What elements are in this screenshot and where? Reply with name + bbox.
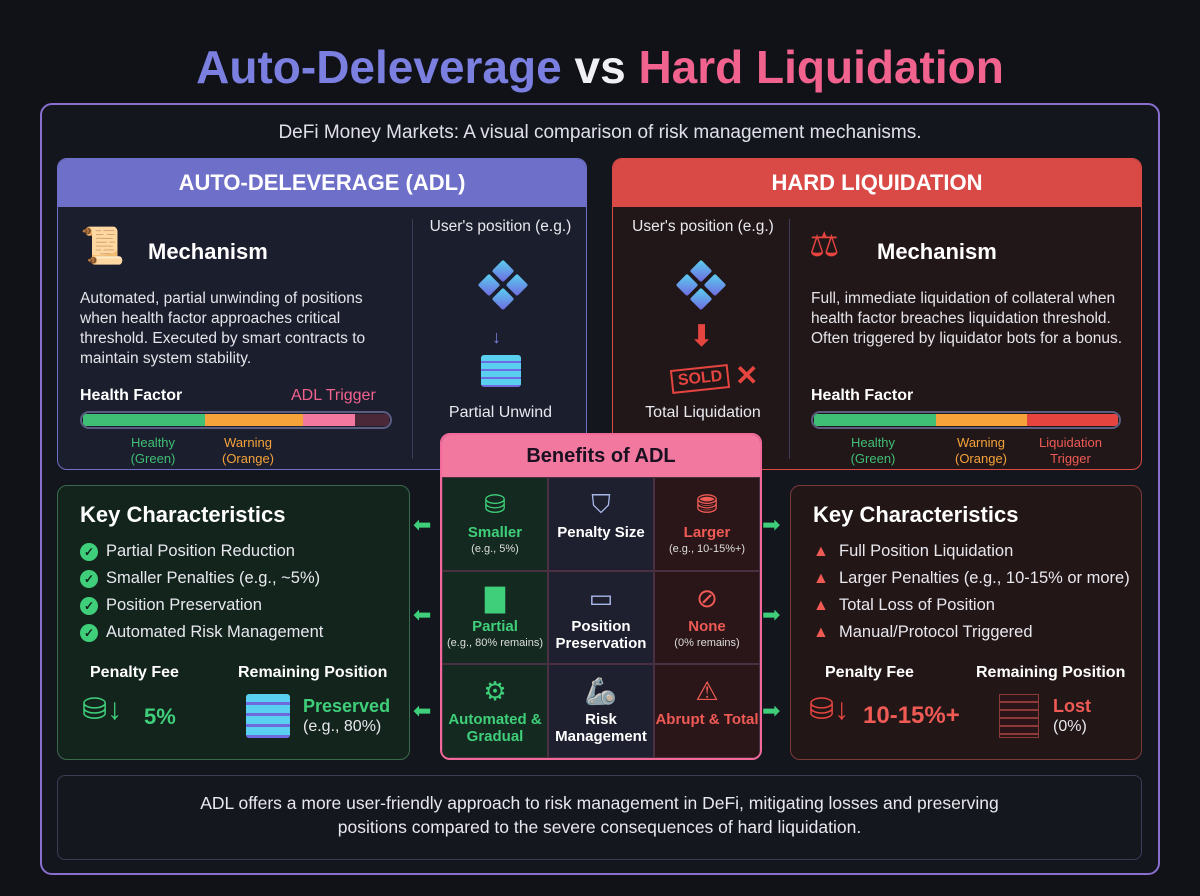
arrow-right-icon: ➡ [762,698,781,723]
position-cubes-icon [473,259,533,319]
adl-remaining-sub: (e.g., 80%) [303,718,382,735]
adl-mechanism-title: Mechanism [148,239,268,264]
check-icon: ✓ [80,569,98,588]
coins-stack-icon: ⛃ [696,489,718,519]
list-item: ▲ Larger Penalties (e.g., 10-15% or more) [813,565,1130,592]
hard-remaining-label: Remaining Position [976,664,1126,681]
adl-remaining-label: Remaining Position [238,664,388,681]
adl-trigger-label: ADL Trigger [291,387,376,404]
hard-penalty-value: 10-15%+ [863,702,960,729]
adl-penalty-label: Penalty Fee [90,664,179,681]
hard-health-bar [811,411,1121,429]
hard-penalty-label: Penalty Fee [825,664,914,681]
hard-remaining-value: Lost [1053,696,1091,716]
adl-result-label: Partial Unwind [448,404,553,421]
hard-description: Full, immediate liquidation of collatera… [811,290,1123,347]
check-icon: ✓ [80,623,98,642]
benefits-table: Benefits of ADL ⛁ Smaller (e.g., 5%) ⛉ Pena… [440,433,762,760]
hard-warning-label: Warning (Orange) [954,435,1008,466]
hard-health-label: Health Factor [811,387,914,404]
hard-characteristics: Key Characteristics ▲ Full Position Liqui… [790,485,1142,760]
subtitle: DeFi Money Markets: A visual comparison … [278,122,922,143]
robot-arm-icon: 🦾 [584,676,618,707]
adl-remaining-value: Preserved [303,696,391,716]
hard-trigger-label: Liquidation Trigger [1039,435,1102,466]
benefit-cell: ⛉ Penalty Size [548,477,654,571]
adl-characteristics: Key Characteristics ✓ Partial Position Re… [57,485,410,760]
hard-characteristics-title: Key Characteristics [813,502,1019,527]
benefit-cell: 🦾 Risk Management [548,664,654,758]
x-icon: ✕ [735,360,759,391]
empty-stack-icon [999,694,1039,738]
sold-stamp: SOLD [669,364,731,394]
arrow-right-icon: ➡ [762,602,781,627]
list-item: ▲ Total Loss of Position [813,592,1130,619]
coins-down-icon: ⛁↓ [809,693,850,726]
arrow-down-icon: ⬇ [689,320,715,353]
benefit-cell: ▇ Partial (e.g., 80% remains) [442,570,548,665]
warning-icon: ⚠ [695,676,719,707]
prohibited-icon: ⊘ [696,582,718,613]
cup-full-icon: ▇ [485,582,505,613]
adl-health-label: Health Factor [80,387,183,404]
gavel-icon: ⚖ [809,226,840,264]
list-item: ▲ Full Position Liquidation [813,538,1130,565]
adl-characteristics-title: Key Characteristics [80,502,286,527]
warning-icon: ▲ [813,624,829,641]
arrow-left-icon: ⬅ [413,512,432,537]
benefit-cell: ⊘ None (0% remains) [654,570,760,665]
benefit-cell: ⛃ Larger (e.g., 10-15%+) [654,477,760,571]
coins-icon: ⛁ [484,489,506,519]
shield-check-icon: ⛉ [591,489,611,519]
check-icon: ✓ [80,596,98,615]
list-item: ✓ Smaller Penalties (e.g., ~5%) [80,565,323,592]
warning-icon: ▲ [813,597,829,614]
list-item: ✓ Partial Position Reduction [80,538,323,565]
benefit-cell: ▭ Position Preservation [548,570,654,665]
stack-icon [246,694,290,738]
adl-penalty-value: 5% [144,704,176,729]
adl-health-bar [80,411,392,429]
coins-down-icon: ⛁↓ [82,693,123,726]
adl-description: Automated, partial unwinding of position… [80,290,366,367]
list-item: ✓ Position Preservation [80,592,323,619]
arrow-left-icon: ⬅ [413,698,432,723]
list-item: ✓ Automated Risk Management [80,619,323,646]
adl-header: AUTO-DELEVERAGE (ADL) [58,159,586,207]
hard-remaining-sub: (0%) [1053,718,1087,735]
footer-summary: ADL offers a more user-friendly approach… [57,775,1142,860]
adl-warning-label: Warning (Orange) [221,435,275,466]
arrow-right-icon: ➡ [762,512,781,537]
glass-icon: ▭ [588,582,614,613]
adl-healthy-label: Healthy (Green) [130,435,176,466]
position-cubes-icon [671,259,731,319]
hard-position-label: User's position (e.g.) [632,218,774,235]
arrow-left-icon: ⬅ [413,602,432,627]
benefit-cell: ⚠ Abrupt & Total [654,664,760,758]
adl-panel: AUTO-DELEVERAGE (ADL) 📜 Mechanism Automa… [57,158,587,470]
hard-result-label: Total Liquidation [645,404,761,421]
adl-position-label: User's position (e.g.) [429,218,572,235]
benefit-cell: ⚙ Automated & Gradual [442,664,548,758]
warning-icon: ▲ [813,543,829,560]
arrow-down-icon: ↓ [492,327,501,347]
hard-healthy-label: Healthy (Green) [850,435,896,466]
small-stack-icon [481,355,521,387]
warning-icon: ▲ [813,570,829,587]
hard-liquidation-panel: HARD LIQUIDATION User's position (e.g.) … [612,158,1142,470]
benefits-title: Benefits of ADL [442,435,760,477]
hard-mechanism-title: Mechanism [877,239,997,264]
page-title: Auto-Deleverage vs Hard Liquidation [196,41,1004,93]
gear-icon: ⚙ [483,676,507,707]
contract-scroll-icon: 📜 [80,225,125,266]
check-icon: ✓ [80,542,98,561]
benefit-cell: ⛁ Smaller (e.g., 5%) [442,477,548,571]
hard-header: HARD LIQUIDATION [613,159,1141,207]
list-item: ▲ Manual/Protocol Triggered [813,619,1130,646]
